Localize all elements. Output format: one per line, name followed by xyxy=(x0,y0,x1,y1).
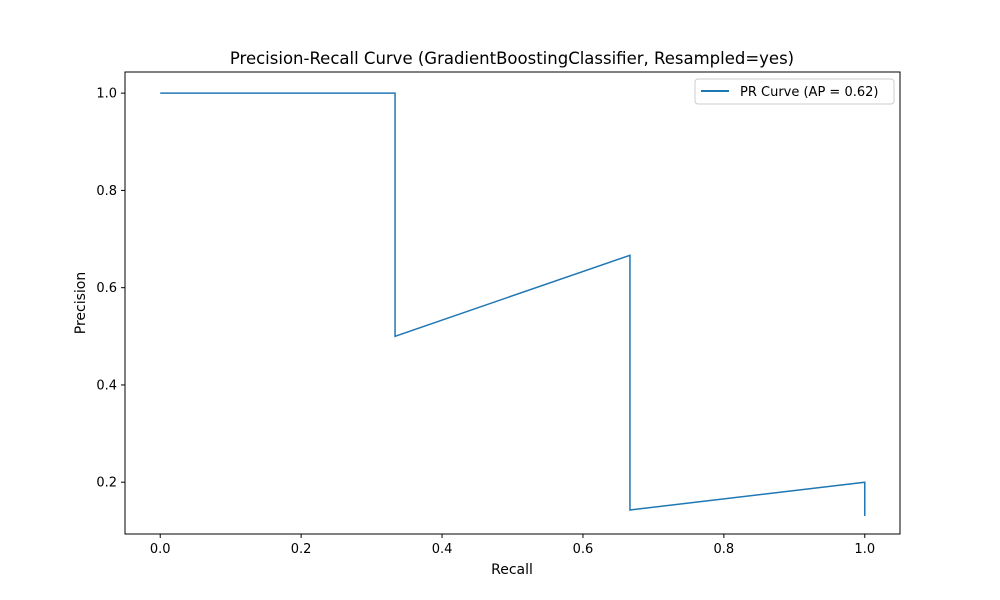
x-tick-label: 0.2 xyxy=(291,542,312,557)
x-tick-label: 0.6 xyxy=(573,542,594,557)
y-axis: 0.2 0.4 0.6 0.8 1.0 xyxy=(96,87,125,491)
y-tick-label: 0.4 xyxy=(96,378,117,393)
plot-frame xyxy=(124,71,901,535)
legend-box xyxy=(694,78,895,105)
x-tick-label: 0.0 xyxy=(150,542,171,557)
y-axis-label: Precision xyxy=(73,272,89,334)
series-layer xyxy=(160,92,866,517)
chart-title: Precision-Recall Curve (GradientBoosting… xyxy=(230,49,794,68)
y-tick-label: 0.2 xyxy=(96,476,117,491)
y-tick-label: 0.6 xyxy=(96,281,117,296)
y-tick-label: 0.8 xyxy=(96,184,117,199)
legend: PR Curve (AP = 0.62) xyxy=(694,78,895,105)
x-axis: 0.0 0.2 0.4 0.6 0.8 1.0 xyxy=(150,534,875,557)
x-tick-label: 1.0 xyxy=(854,542,875,557)
plot-area xyxy=(125,72,900,534)
legend-label: PR Curve (AP = 0.62) xyxy=(740,85,878,100)
series-line-0 xyxy=(160,92,866,517)
x-tick-label: 0.8 xyxy=(714,542,735,557)
x-tick-label: 0.4 xyxy=(432,542,453,557)
x-axis-label: Recall xyxy=(491,562,533,578)
y-tick-label: 1.0 xyxy=(96,87,117,102)
